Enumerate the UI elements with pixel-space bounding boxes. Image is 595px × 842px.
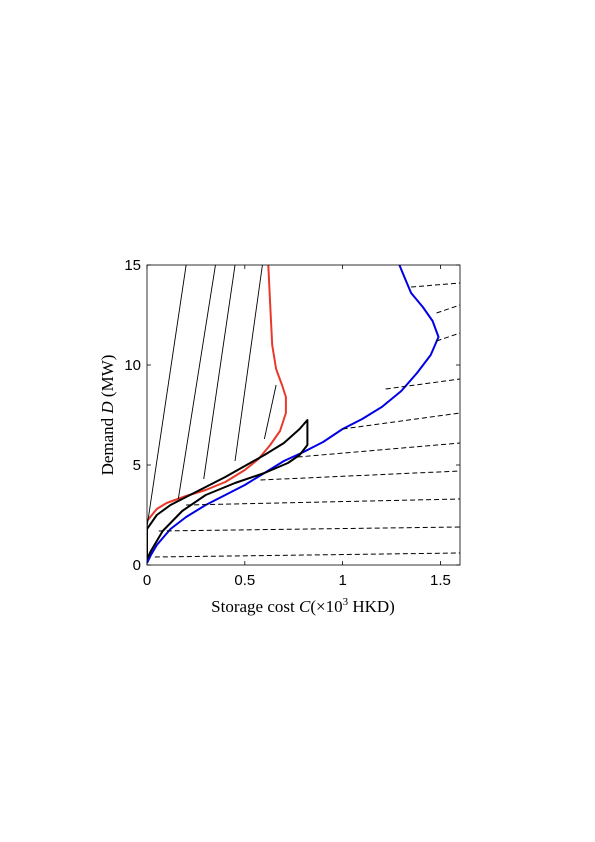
x-axis-label: Storage cost C(×103 HKD) [211,596,395,616]
series-layer [147,265,460,564]
y-tick-label: 15 [124,257,141,274]
y-axis-label: Demand D (MW) [98,355,117,476]
series-4-segment-6 [385,378,460,390]
series-2-curve [147,419,309,560]
y-tick-label: 0 [133,557,141,574]
x-tick-label: 0.5 [234,572,255,589]
axes-box [146,264,461,566]
series-4-segment-9 [411,282,460,288]
series-4-segment-0 [154,552,460,558]
series-4-segment-2 [186,498,460,506]
series-1-curve [147,265,440,564]
y-tick-label: 10 [124,357,141,374]
series-4-segment-3 [260,470,460,481]
plot-area [147,265,460,565]
plot-background [147,265,460,565]
x-tick-label: 0 [143,572,151,589]
series-4-segment-8 [436,304,460,314]
series-3-segment-2 [203,265,236,480]
x-tick-label: 1.5 [430,572,451,589]
series-4-segment-7 [436,332,460,342]
y-tick-label: 5 [133,457,141,474]
series-3-segment-3 [234,265,263,462]
series-4-segment-1 [158,526,460,532]
series-0-curve [147,265,287,522]
x-tick-label: 1 [338,572,346,589]
series-4-segment-5 [342,412,460,430]
axes-layer: 0 0.5 1 1.5 0 5 10 15 [124,257,461,589]
series-3-segment-4 [263,384,277,440]
series-3-segment-0 [147,265,187,528]
series-4-segment-4 [297,442,460,458]
series-3-segment-1 [177,265,216,500]
